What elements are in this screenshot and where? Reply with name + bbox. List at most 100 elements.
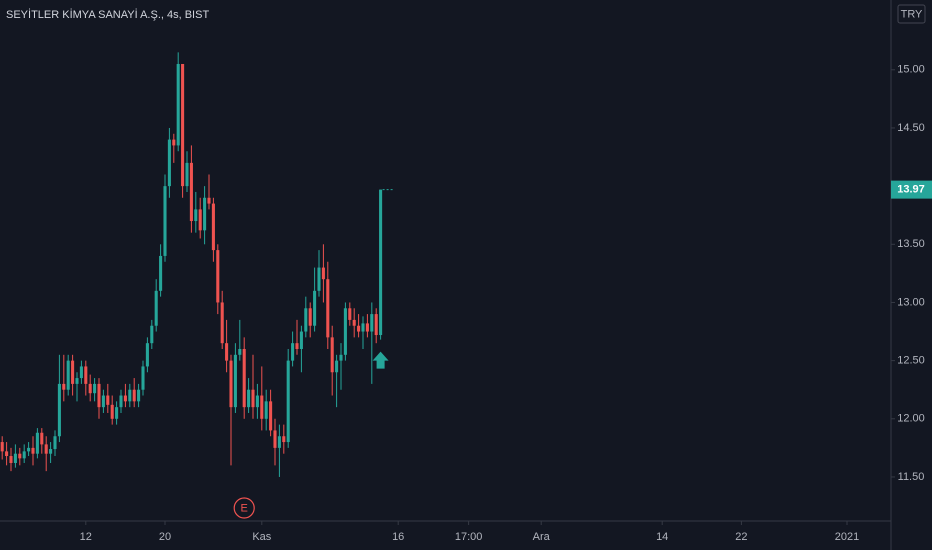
candle-body [159,255,163,291]
candle-body [110,404,114,419]
candle-body [97,383,101,408]
candle-body [185,162,189,187]
candle-body [299,331,303,349]
candle-body [282,436,286,443]
candle-body [49,449,53,454]
candle-body [238,348,242,355]
candle-body [242,348,246,408]
candle-body [93,383,97,394]
candle-body [198,209,202,231]
y-tick-label: 11.50 [898,471,925,483]
last-price-label: 13.97 [897,184,925,196]
candle-body [141,366,145,390]
last-price-box [891,180,932,199]
candle-body [220,302,224,344]
candle-body [27,447,31,452]
candle-body [365,323,369,332]
x-tick-label: 2021 [835,531,859,543]
y-tick-label: 12.00 [897,413,925,425]
candle-body [211,203,215,251]
candle-body [339,354,343,361]
x-tick-label: Ara [533,531,551,543]
y-tick-label: 12.50 [897,355,925,367]
candle-body [247,389,251,408]
x-tick-label: 16 [392,531,404,543]
candle-body [255,395,259,408]
candle-body [40,432,44,445]
y-tick-label: 15.00 [897,64,925,76]
currency-label[interactable]: TRY [901,8,923,20]
candle-body [343,308,347,355]
candle-body [119,395,123,408]
candle-body [264,401,268,419]
earnings-label: E [241,502,248,514]
candle-body [150,325,154,344]
x-tick-label: 14 [656,531,668,543]
y-tick-label: 13.50 [897,238,925,250]
candle-body [189,162,193,222]
candle-body [163,186,167,256]
candle-body [137,389,141,402]
candle-body [53,436,57,450]
candle-body [181,63,185,187]
candle-body [167,139,171,187]
candle-body [321,267,325,280]
candle-body [123,395,127,402]
x-tick-label: 22 [735,531,747,543]
candle-body [326,279,330,338]
candle-body [251,389,255,408]
candle-body [57,383,61,437]
candle-body [361,323,365,332]
candle-body [0,442,4,452]
candle-body [101,395,105,408]
candle-body [88,383,92,394]
candle-body [260,395,264,419]
candle-body [18,453,22,459]
candle-body [313,290,317,326]
candle-body [172,139,176,146]
candle-body [352,319,356,326]
candle-body [207,197,211,204]
candle-body [9,456,13,463]
candle-body [13,453,17,463]
candle-body [66,360,70,390]
candle-body [379,189,383,336]
candle-body [233,354,237,408]
candle-body [79,366,83,379]
candle-body [106,395,110,405]
candle-body [5,451,9,457]
candle-body [269,401,273,431]
candle-body [374,314,378,336]
candle-body [308,308,312,326]
candle-body [317,267,321,291]
signal-arrow [372,351,389,369]
candle-body [128,389,132,402]
candle-body [370,314,374,332]
candle-body [357,325,361,332]
candle-body [44,444,48,454]
candle-body [31,447,35,454]
candle-body [348,308,352,320]
candle-body [229,360,233,408]
candle-body [216,250,220,303]
candle-body [62,383,66,390]
candle-body [132,389,136,402]
candle-body [225,343,229,361]
candle-body [273,430,277,448]
currency-box[interactable] [897,4,926,24]
y-tick-label: 14.50 [897,122,925,134]
candle-body [291,343,295,361]
candle-body [115,407,119,419]
candle-body [84,366,88,384]
candle-body [71,360,75,384]
candle-body [335,360,339,373]
candle-body [286,360,290,443]
earnings-marker[interactable] [233,497,255,519]
candle-body [295,343,299,349]
candle-body [176,63,180,146]
candle-body [35,432,39,454]
candle-body [154,290,158,326]
x-tick-label: 12 [80,531,92,543]
